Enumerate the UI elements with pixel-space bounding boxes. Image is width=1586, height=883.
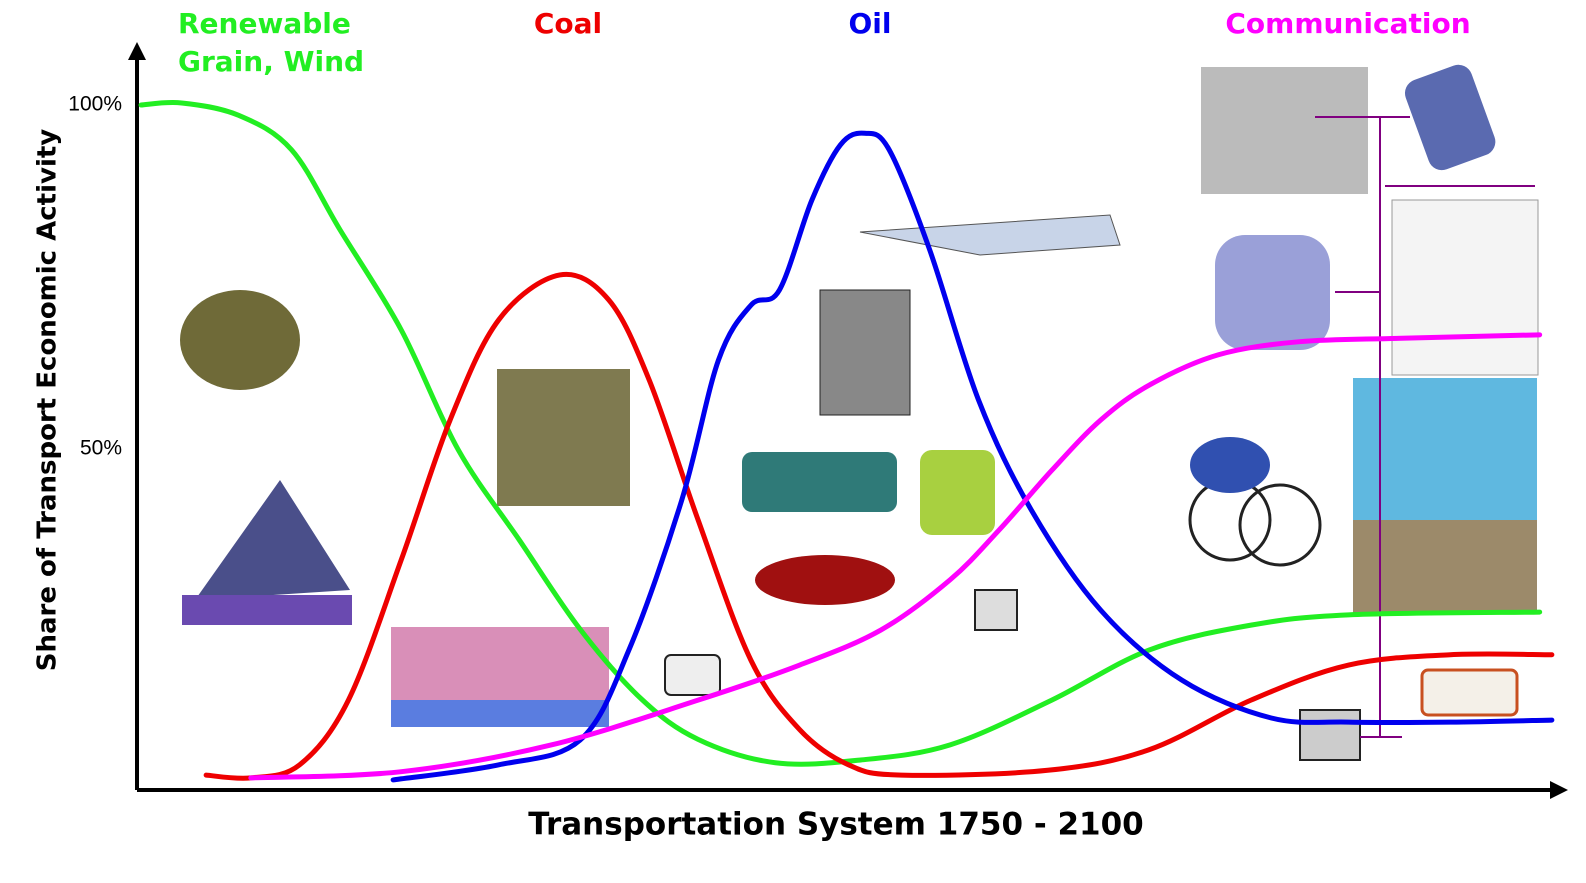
airplane-picture (859, 214, 1121, 256)
series-label: Oil (848, 7, 892, 40)
pc-picture (974, 589, 1018, 631)
sailboat-water (182, 595, 352, 625)
steamboat-water (391, 700, 609, 727)
y-tick-label: 100% (68, 93, 122, 116)
bicycle-wheel (1238, 483, 1322, 567)
phone-picture (1404, 64, 1496, 171)
horse-picture (180, 290, 300, 390)
series-label: Coal (533, 7, 603, 40)
car-picture (755, 555, 895, 605)
y-axis-label: Share of Transport Economic Activity (33, 129, 63, 672)
locomotive-picture (497, 369, 630, 506)
truck-picture (819, 289, 911, 416)
series-line (248, 332, 1543, 781)
ambulance-picture (1420, 668, 1519, 717)
y-axis-arrow (128, 42, 146, 60)
walking-people-ground (1353, 520, 1537, 614)
cyclist-picture (1190, 437, 1270, 493)
pickup-picture (742, 452, 897, 512)
connector-lines (1315, 116, 1535, 738)
x-axis-label: Transportation System 1750 - 2100 (528, 807, 1144, 843)
series-line (138, 100, 1543, 767)
y-tick-label: 50% (80, 437, 122, 460)
series-line (390, 130, 1555, 783)
sailboat-picture (195, 480, 350, 600)
telephone-picture (664, 654, 721, 696)
x-axis-arrow (1550, 781, 1568, 799)
map-picture (1391, 199, 1539, 376)
series-label: Renewable Grain, Wind (178, 7, 365, 78)
series-label: Communication (1225, 7, 1471, 40)
scooter-picture (920, 450, 995, 535)
tram-picture (1215, 235, 1330, 350)
laptop-picture (1299, 709, 1361, 761)
computer-picture (1201, 67, 1368, 194)
